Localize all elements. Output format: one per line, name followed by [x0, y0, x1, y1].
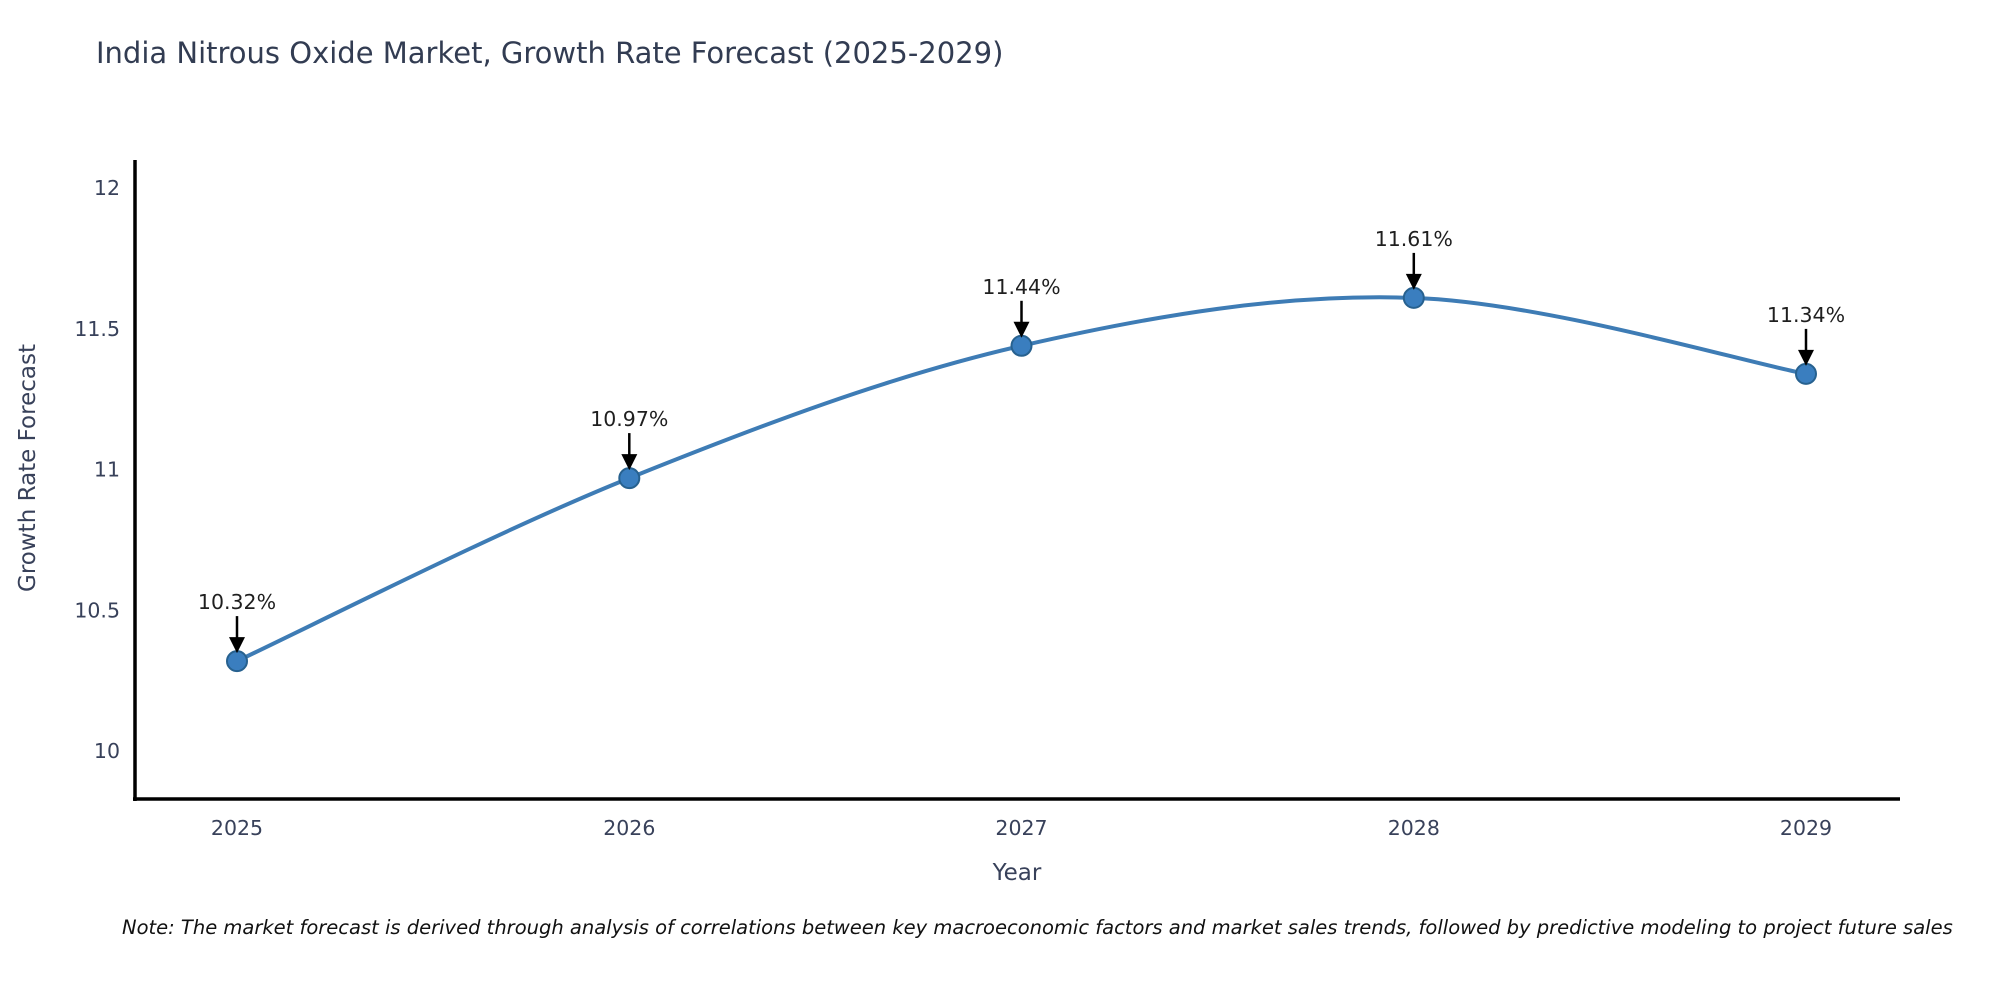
data-point-marker — [618, 467, 641, 490]
annotation-label: 11.44% — [982, 275, 1060, 299]
y-axis-title: Growth Rate Forecast — [15, 344, 41, 592]
x-tick-label: 2027 — [995, 816, 1047, 840]
y-tick-label: 10.5 — [74, 598, 120, 622]
x-tick-label: 2028 — [1388, 816, 1440, 840]
data-point-marker — [1402, 286, 1425, 309]
y-tick-label: 12 — [94, 176, 120, 200]
annotation-arrow-head — [621, 454, 638, 471]
annotation-arrow-head — [1405, 273, 1422, 290]
data-point-marker — [1010, 334, 1033, 357]
y-tick-label: 10 — [94, 739, 120, 763]
x-tick-label: 2026 — [603, 816, 655, 840]
data-point-marker — [226, 650, 248, 673]
annotation-label: 11.34% — [1767, 303, 1845, 327]
x-axis-title: Year — [992, 860, 1042, 886]
annotation-arrow-head — [1798, 349, 1814, 366]
annotation-arrow-head — [1013, 321, 1030, 338]
data-point-marker — [1795, 362, 1817, 385]
annotation-arrow-head — [229, 637, 245, 654]
x-tick-label: 2029 — [1780, 816, 1832, 840]
chart-title: India Nitrous Oxide Market, Growth Rate … — [96, 36, 1004, 70]
annotation-label: 11.61% — [1375, 227, 1453, 251]
y-tick-label: 11 — [94, 458, 120, 482]
annotation-label: 10.32% — [198, 590, 276, 614]
y-tick-label: 11.5 — [74, 317, 120, 341]
annotation-label: 10.97% — [590, 407, 668, 431]
footnote-text: Note: The market forecast is derived thr… — [122, 916, 1953, 939]
x-tick-label: 2025 — [211, 816, 263, 840]
